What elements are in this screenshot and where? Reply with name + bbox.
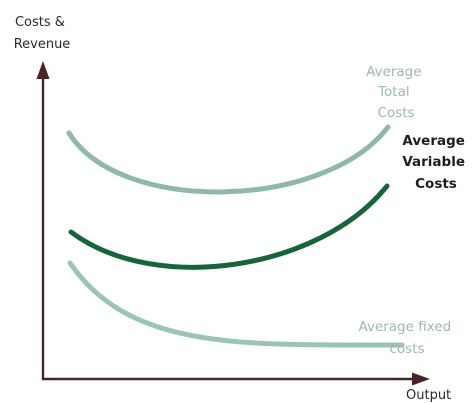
y-axis-arrowhead (36, 61, 50, 79)
average-fixed-costs-label-line-1: Average fixed (359, 319, 452, 335)
average-fixed-costs-curve (67, 260, 405, 348)
average-fixed-costs-label-line-2: costs (389, 341, 424, 357)
y-axis-title-line-2: Revenue (14, 37, 71, 52)
x-axis-title: Output (406, 388, 451, 403)
y-axis-title: Costs & Revenue (14, 15, 71, 52)
axes (36, 61, 430, 386)
average-variable-costs-label: Average Variable Costs (402, 133, 469, 192)
x-axis-arrowhead (412, 372, 430, 386)
average-total-costs-label-line-3: Costs (377, 105, 414, 121)
average-variable-costs-label-line-3: Costs (415, 176, 457, 192)
average-total-costs-curve (66, 124, 391, 195)
average-variable-costs-label-line-1: Average (402, 133, 465, 149)
average-fixed-costs-label: Average fixed costs (359, 319, 456, 357)
average-total-costs-label: Average Total Costs (366, 64, 426, 121)
average-variable-costs-curve (68, 183, 390, 270)
average-variable-costs-label-line-2: Variable (402, 154, 465, 170)
y-axis-title-line-1: Costs & (15, 15, 65, 30)
average-total-costs-label-line-2: Total (377, 84, 410, 100)
average-total-costs-label-line-1: Average (366, 64, 421, 80)
